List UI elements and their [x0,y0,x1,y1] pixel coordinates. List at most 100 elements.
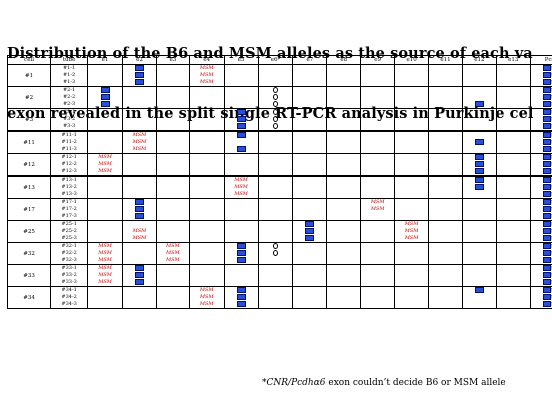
msm-allele-label: MSM [132,132,147,138]
undecided-marker [259,123,292,130]
undecided-marker [259,101,292,108]
exon-cell-e5 [223,286,259,309]
column-header: tube [50,55,89,65]
b6-box-icon [474,139,484,145]
b6-msm-allele-marker: MSM [531,265,552,273]
b6-box-icon [542,272,551,278]
b6-box-icon [542,191,551,197]
exon-cell-e3: MSM MSM MSM [155,242,190,265]
exon-cell-e2 [122,198,157,221]
msm-allele-label: MSM [551,169,552,175]
exon-cell-e7 [292,175,328,199]
exon-cell-e3 [155,198,190,221]
exon-cell-e9 [360,220,396,243]
undecided-marker [259,94,292,101]
tube-id: #11-1 [61,132,77,138]
b6-msm-allele-marker: MSM [531,191,552,198]
b6-allele-marker [225,123,257,130]
exon-cell-e12 [461,86,497,109]
b6-msm-allele-marker: MSM [531,109,552,116]
exon-cell-e8 [326,86,362,109]
b6-box-icon [236,287,246,293]
b6-box-icon [542,139,551,145]
tube-ids: #17-1 #17-2 #17-3 [50,198,89,221]
open-circle-icon [273,109,278,115]
msm-allele-label: MSM [551,155,552,161]
exon-cell-e5 [223,130,259,154]
exon-cell-e7 [292,286,328,309]
tube-id: #33-1 [61,265,77,272]
column-header: cell [7,55,52,65]
exon-cell-e10 [394,108,430,132]
exon-cell-e12 [461,175,497,199]
exon-cell-e11 [428,153,463,177]
b6-allele-marker [225,287,257,295]
b6-box-icon [100,87,110,93]
exon-cell-e1 [87,64,123,87]
exon-cell-e2 [122,108,157,132]
b6-allele-marker [463,177,495,184]
column-header: e8 [326,55,362,65]
tube-id: #2-1 [62,87,76,94]
exon-cell-e8 [326,264,362,287]
b6-box-icon [134,279,144,285]
b6-allele-marker [294,228,326,235]
b6-box-icon [542,265,551,271]
b6-msm-allele-marker: MSM [531,94,552,101]
msm-allele-label: MSM [551,178,552,184]
tube-id: #13-1 [61,177,77,183]
column-header: e10 [394,55,430,65]
table-header-row: cell tube e1 e2 e3 e4 e5 e6* e7 e8 e9 e10 e11 e12 e13 P… [7,55,552,65]
b6-box-icon [474,184,484,190]
exon-cell-e10 [394,242,430,265]
b6-box-icon [305,228,315,234]
b6-msm-allele-marker: MSM [531,154,552,161]
b6-allele-marker [89,101,122,108]
b6-allele-marker [225,132,257,139]
exon-cell-e12 [461,286,497,309]
tube-id: #12-3 [61,168,77,174]
exon-cell-e1 [87,108,123,132]
tube-id: #11-2 [61,139,77,145]
b6-box-icon [134,65,144,71]
msm-allele-label: MSM [551,280,552,286]
msm-allele-label: MSM [234,184,248,190]
b6-box-icon [134,79,144,85]
b6-box-icon [305,235,315,241]
exon-cell-e4 [188,198,225,221]
b6-allele-marker [123,206,155,213]
b6-msm-allele-marker: MSM [531,272,552,279]
msm-allele-label: MSM [98,257,112,263]
b6-box-icon [236,243,246,249]
exon-cell-e4 [188,220,225,243]
exon-cell-e10 [394,153,430,177]
b6-msm-allele-marker: MSM [531,101,552,108]
exon-cell-e8 [326,198,362,221]
exon-cell-e11 [428,242,463,265]
b6-allele-marker [294,221,326,229]
cell-id: #11 [7,130,52,154]
msm-allele-label: MSM [132,228,147,234]
msm-allele-label: MSM [551,200,552,206]
open-circle-icon [273,250,278,256]
exon-cell-e8 [326,220,362,243]
tube-id: #2-2 [62,94,76,100]
tube-id: #34-2 [61,294,77,300]
msm-allele-label: MSM [370,199,385,206]
exon-cell-e10 [394,130,430,154]
undecided-marker [259,87,292,95]
tube-ids: #2-1 #2-2 #2-3 [50,86,89,109]
b6-msm-allele-marker: MSM [531,294,552,301]
b6-box-icon [474,154,484,160]
b6-allele-marker [463,139,495,146]
column-header: Pcdua [529,55,552,65]
exon-cell-e1 [87,86,123,109]
cell-id: #33 [7,264,52,287]
b6-box-icon [474,168,484,174]
b6-box-icon [542,65,551,71]
b6-box-icon [542,206,551,212]
tube-id: #13-3 [61,191,77,197]
